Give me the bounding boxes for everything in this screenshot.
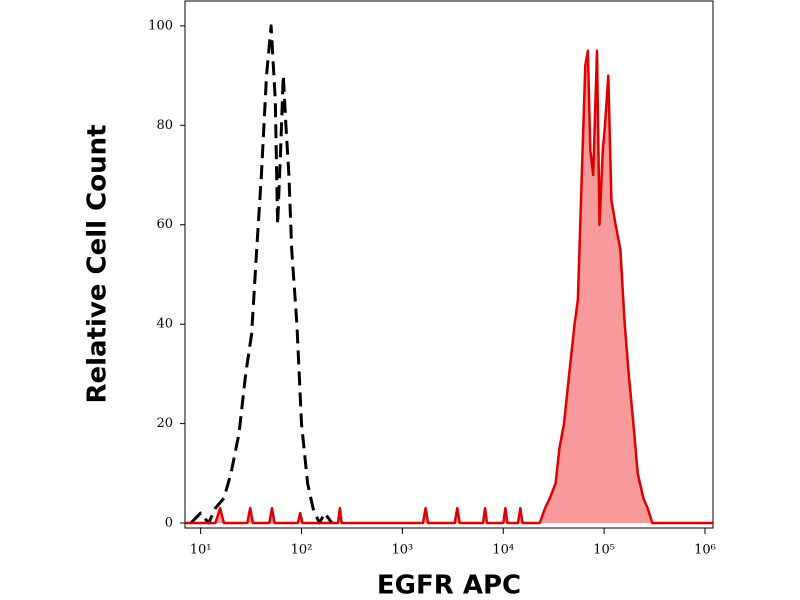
x-tick-label: 10⁶ <box>694 543 716 558</box>
y-tick-label: 60 <box>156 217 173 232</box>
line <box>185 49 713 525</box>
x-tick-label: 10⁵ <box>593 543 615 558</box>
plot-frame <box>184 0 714 529</box>
x-tick-label: 10² <box>291 543 313 558</box>
x-tick-label: 10⁴ <box>492 543 514 558</box>
area <box>185 50 713 524</box>
line <box>189 24 334 525</box>
x-axis-title: EGFR APC <box>377 571 521 600</box>
y-tick-label: 40 <box>156 317 173 332</box>
y-tick-label: 0 <box>165 516 173 531</box>
y-tick-label: 80 <box>156 118 173 133</box>
y-axis-title: Relative Cell Count <box>83 124 113 403</box>
y-tick-label: 20 <box>156 416 173 431</box>
y-tick-label: 100 <box>148 18 173 33</box>
x-tick-label: 10³ <box>391 543 413 558</box>
x-tick-label: 10¹ <box>190 543 212 558</box>
